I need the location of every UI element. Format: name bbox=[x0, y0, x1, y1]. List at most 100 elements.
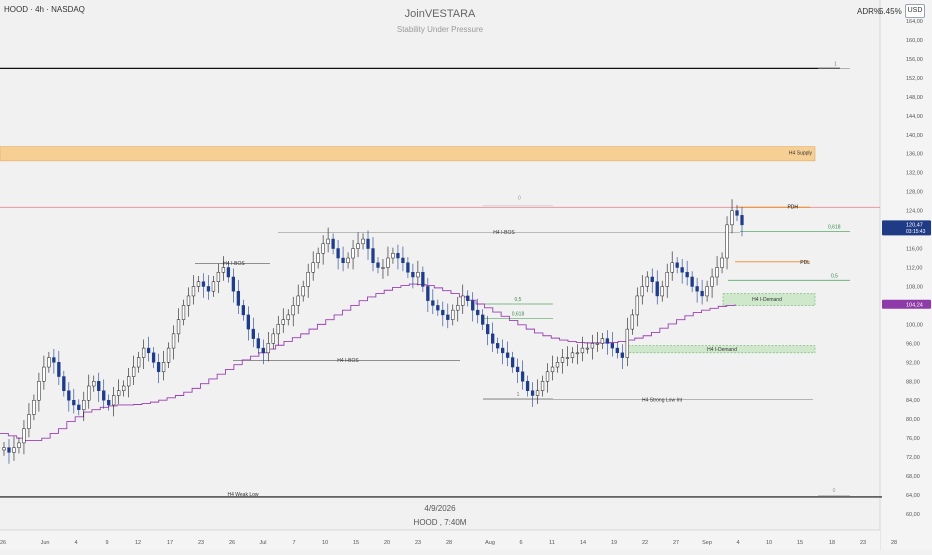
candle-body bbox=[241, 305, 246, 316]
y-tick-label: 124,00 bbox=[906, 209, 923, 215]
candle-body bbox=[550, 366, 555, 373]
candle-body bbox=[37, 381, 41, 401]
candle-body bbox=[107, 399, 111, 406]
candle-body bbox=[431, 300, 435, 306]
candle-body bbox=[685, 271, 689, 278]
candle-body bbox=[540, 381, 545, 391]
last-price-label: 120,47 bbox=[906, 222, 923, 228]
candle-body bbox=[22, 428, 26, 444]
candle-body bbox=[451, 309, 455, 320]
candle-body bbox=[730, 210, 734, 226]
candle-body bbox=[525, 381, 530, 391]
y-tick-label: 72,00 bbox=[906, 455, 920, 461]
candle-body bbox=[401, 257, 405, 264]
x-tick-label: 17 bbox=[167, 540, 173, 546]
x-tick-label: 20 bbox=[384, 540, 390, 546]
adr-value: 5.45% bbox=[879, 7, 902, 16]
candle-body bbox=[2, 447, 6, 451]
candle-body bbox=[665, 271, 669, 287]
fib-1-lower-label: 1 bbox=[517, 392, 520, 398]
candle-body bbox=[256, 338, 260, 349]
h4-idemand-upper-zone bbox=[722, 293, 816, 306]
candle-body bbox=[560, 357, 565, 363]
symbol-label: HOOD · 4h · NASDAQ bbox=[4, 5, 85, 14]
candle-body bbox=[331, 238, 335, 249]
h4-idemand-lower-label: H4 I-Demand bbox=[707, 347, 737, 353]
h4-ibos-lower-label: H4 I-BOS bbox=[337, 358, 359, 364]
watermark-symbol: HOOD , 7:40M bbox=[413, 518, 467, 527]
y-tick-label: 156,00 bbox=[906, 57, 923, 63]
h4-ibos-upper-label: H4 I-BOS bbox=[493, 230, 515, 236]
candle-body bbox=[226, 267, 231, 278]
ma-price-tag bbox=[882, 299, 931, 309]
candle-body bbox=[311, 262, 315, 273]
candle-body bbox=[371, 248, 375, 264]
watermark-date: 4/9/2026 bbox=[424, 504, 456, 513]
currency-button[interactable]: USD bbox=[905, 4, 925, 18]
candle-body bbox=[496, 343, 500, 349]
candle-body bbox=[67, 390, 71, 401]
h4-ibos-left-label: H4 I-BOS bbox=[223, 261, 245, 267]
candle-body bbox=[441, 309, 445, 316]
y-tick-label: 60,00 bbox=[906, 512, 920, 518]
candle-body bbox=[47, 357, 51, 368]
candle-body bbox=[206, 286, 211, 292]
candle-body bbox=[321, 243, 325, 254]
price-axis-panel bbox=[880, 0, 932, 550]
candle-body bbox=[251, 328, 255, 339]
y-tick-label: 68,00 bbox=[906, 474, 920, 480]
candle-body bbox=[112, 395, 116, 406]
candle-body bbox=[620, 352, 624, 358]
candle-body bbox=[122, 385, 126, 391]
candle-body bbox=[316, 253, 320, 264]
candle-body bbox=[535, 390, 540, 396]
moving-average-line bbox=[0, 283, 736, 441]
candle-body bbox=[341, 257, 345, 264]
candle-body bbox=[281, 319, 285, 325]
candle-body bbox=[361, 238, 365, 245]
candle-body bbox=[131, 366, 136, 377]
candle-body bbox=[296, 295, 300, 306]
candle-body bbox=[670, 262, 674, 273]
x-tick-label: 26 bbox=[229, 540, 235, 546]
x-tick-label: 7 bbox=[292, 540, 295, 546]
candle-body bbox=[57, 362, 61, 377]
candle-body bbox=[655, 281, 659, 297]
candle-body bbox=[366, 238, 370, 249]
candle-body bbox=[72, 399, 76, 406]
x-tick-label: Aug bbox=[485, 540, 495, 546]
candle-body bbox=[505, 352, 510, 358]
h4-idemand-lower-zone bbox=[627, 345, 816, 354]
candle-body bbox=[725, 224, 729, 259]
candle-body bbox=[515, 366, 520, 373]
candle-body bbox=[191, 286, 196, 297]
candle-body bbox=[680, 267, 684, 273]
candle-body bbox=[102, 390, 106, 401]
candle-body bbox=[276, 324, 280, 335]
adr-label: ADR% bbox=[857, 7, 882, 16]
y-tick-label: 76,00 bbox=[906, 436, 920, 442]
candle-body bbox=[426, 286, 430, 301]
ma-price-label: 104,24 bbox=[906, 302, 923, 308]
candle-body bbox=[27, 414, 31, 429]
y-tick-label: 160,00 bbox=[906, 38, 923, 44]
y-tick-label: 112,00 bbox=[906, 266, 922, 272]
candle-body bbox=[381, 267, 385, 269]
candle-body bbox=[715, 267, 719, 278]
candle-body bbox=[530, 390, 535, 396]
y-tick-label: 100,00 bbox=[906, 322, 923, 328]
candle-body bbox=[645, 276, 649, 287]
candle-body bbox=[386, 257, 390, 268]
candle-body bbox=[92, 381, 96, 387]
candle-body bbox=[261, 347, 265, 354]
candle-body bbox=[221, 267, 226, 273]
candle-body bbox=[136, 357, 141, 368]
x-tick-label: 9 bbox=[105, 540, 108, 546]
candle-body bbox=[151, 352, 156, 363]
candle-body bbox=[695, 286, 699, 292]
candle-body bbox=[660, 286, 664, 297]
x-tick-label: 4 bbox=[736, 540, 739, 546]
y-tick-label: 92,00 bbox=[906, 360, 920, 366]
